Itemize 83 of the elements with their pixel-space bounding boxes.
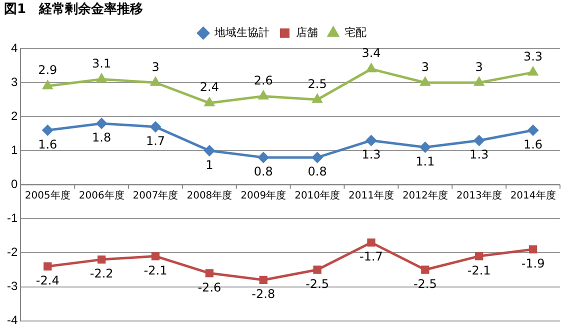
point [528,245,538,254]
data-label: 1.7 [146,134,166,148]
data-label: 3.1 [92,56,112,70]
data-label: -2.1 [144,263,168,278]
data-label: 2.9 [38,63,58,78]
point [474,135,484,146]
point [528,67,538,76]
x-tick-label: 2013年度 [456,189,502,202]
x-tick-label: 2010年度 [294,189,340,202]
data-label: 2.6 [254,73,273,88]
point [204,98,214,106]
x-tick-label: 2008年度 [186,189,232,202]
point [204,145,215,156]
x-tick-label: 2009年度 [240,189,286,202]
data-label: 1.1 [416,154,435,168]
x-tick-label: 2014年度 [510,189,556,202]
point [96,74,106,82]
x-tick-label: 2011年度 [348,189,394,202]
data-label: 1.8 [92,130,112,145]
data-label: 3.3 [523,50,543,64]
data-label: 1 [206,158,214,172]
data-label: -1.7 [360,250,383,264]
legend-label: 宅配 [344,26,366,39]
y-tick-label: 4 [10,40,18,55]
y-tick-label: -4 [7,313,18,328]
point [150,122,161,132]
y-tick-label: -3 [7,279,18,294]
data-label: 1.3 [470,148,489,162]
x-tick-label: 2007年度 [132,189,178,202]
point [366,135,376,146]
x-tick-label: 2005年度 [24,189,70,202]
y-tick-label: -2 [7,245,18,260]
point [366,64,376,72]
point [97,255,106,264]
data-label: 3 [475,60,483,74]
point [205,269,214,278]
point [150,77,160,86]
y-tick-label: 1 [10,142,18,157]
y-tick-label: 2 [10,108,18,123]
data-label: -2.2 [90,266,114,281]
point [44,262,52,270]
point [420,142,430,153]
point [42,125,53,136]
chart-title: 図1 経常剰余金率推移 [4,1,144,18]
data-label: -2.1 [467,263,491,278]
point [312,94,322,103]
y-tick-label: 0 [10,177,18,192]
data-label: -2.8 [252,287,276,302]
point [258,152,269,163]
point [42,80,52,90]
x-tick-label: 2012年度 [402,189,448,202]
point [474,77,484,86]
data-label: -1.9 [521,256,545,270]
point [528,125,538,136]
point [151,252,160,260]
data-label: 0.8 [308,164,327,179]
data-label: 2.5 [308,76,327,91]
data-label: 3 [152,60,160,74]
data-label: 1.6 [523,137,543,152]
point [367,238,376,247]
data-label: 0.8 [254,164,273,179]
data-label: -2.4 [36,273,60,288]
point [259,276,268,284]
data-label: -2.5 [306,276,330,291]
data-label: 1.6 [38,137,58,152]
y-tick-label: 3 [10,74,18,89]
point [313,266,322,274]
data-label: 1.3 [362,148,381,162]
data-label: 3 [421,60,429,74]
x-tick-label: 2006年度 [78,189,124,202]
data-label: -2.6 [198,280,222,294]
point [421,266,430,274]
point [312,152,323,163]
data-label: 2.4 [200,80,219,94]
point [258,90,268,100]
data-label: -2.5 [413,276,437,291]
y-tick-label: -1 [7,211,18,226]
point [96,118,107,129]
legend-label: 地域生協計 [213,26,270,39]
point [475,252,484,260]
legend-label: 店舗 [296,26,318,39]
data-label: 3.4 [362,46,381,60]
point [420,77,430,86]
